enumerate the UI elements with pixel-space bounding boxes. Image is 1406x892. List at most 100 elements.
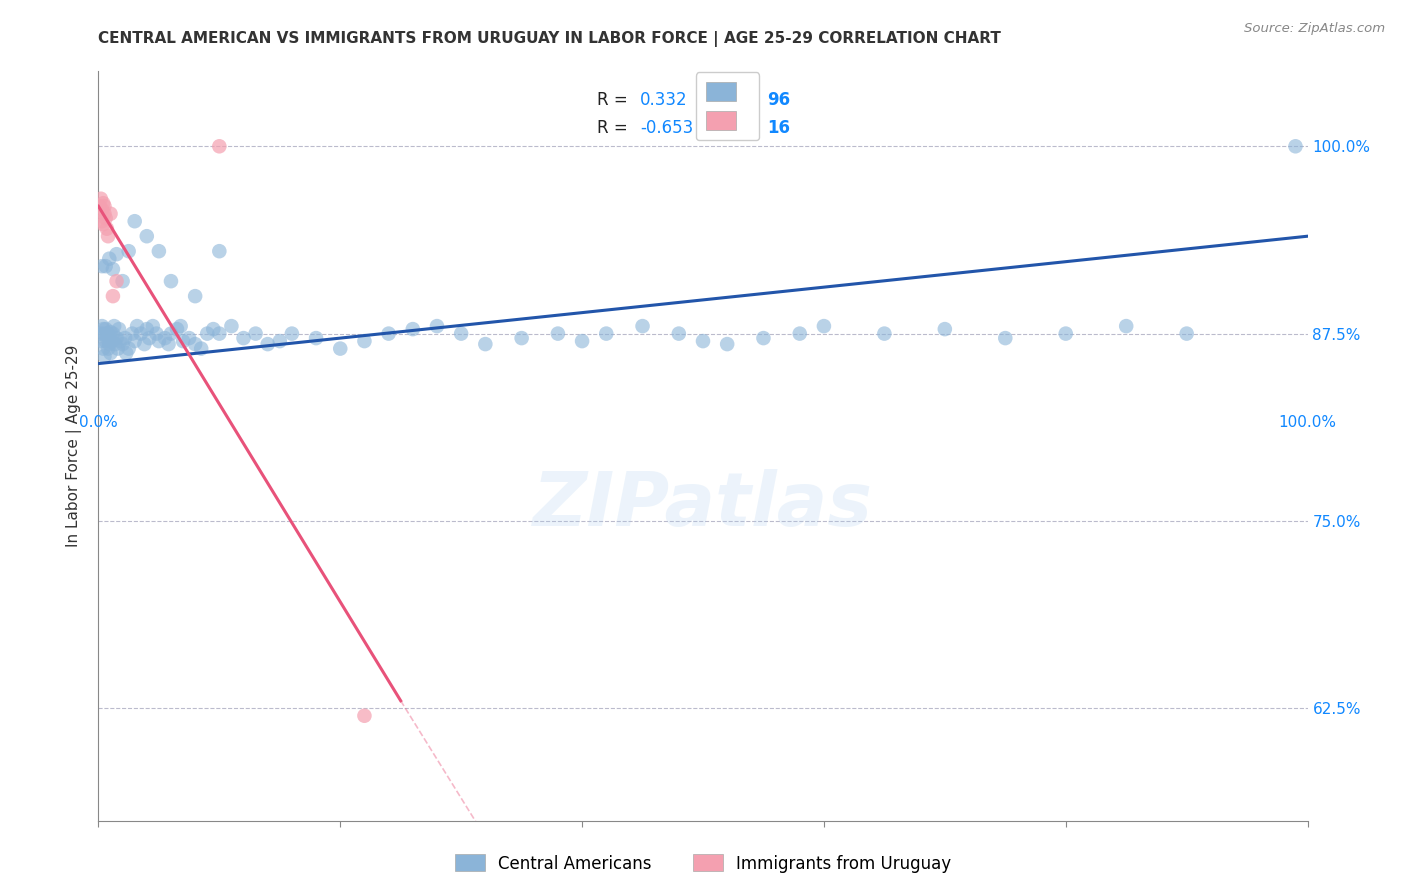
Point: [114, 331, 136, 345]
Point: [160, 326, 183, 341]
Point: [510, 331, 533, 345]
Point: [93, 207, 115, 221]
Point: [108, 322, 131, 336]
Point: [91, 342, 114, 356]
Point: [94, 259, 117, 273]
Point: [127, 319, 149, 334]
Point: [91, 334, 114, 348]
Point: [160, 274, 183, 288]
Point: [221, 319, 243, 334]
Text: R =: R =: [596, 120, 627, 137]
Point: [353, 334, 375, 348]
Point: [450, 326, 472, 341]
Point: [105, 274, 128, 288]
Point: [873, 326, 896, 341]
Point: [994, 331, 1017, 345]
Point: [97, 229, 120, 244]
Point: [98, 252, 121, 266]
Point: [91, 217, 114, 231]
Point: [547, 326, 569, 341]
Point: [124, 214, 146, 228]
Point: [169, 319, 191, 334]
Point: [142, 319, 165, 334]
Text: 96: 96: [768, 91, 790, 109]
Point: [93, 349, 115, 363]
Text: ZIPatlas: ZIPatlas: [533, 469, 873, 542]
Point: [195, 326, 218, 341]
Text: R =: R =: [596, 91, 627, 109]
Point: [101, 289, 124, 303]
Text: 0.332: 0.332: [640, 91, 688, 109]
Text: Source: ZipAtlas.com: Source: ZipAtlas.com: [1244, 22, 1385, 36]
Point: [115, 346, 138, 360]
Point: [91, 214, 114, 228]
Point: [118, 244, 141, 259]
Point: [91, 259, 114, 273]
Point: [98, 331, 121, 345]
Point: [97, 326, 120, 341]
Point: [153, 331, 176, 345]
Point: [256, 337, 278, 351]
Point: [474, 337, 496, 351]
Point: [91, 196, 114, 211]
Point: [934, 322, 956, 336]
Point: [353, 708, 375, 723]
Legend: , : ,: [696, 72, 759, 140]
Point: [138, 331, 160, 345]
Point: [145, 326, 167, 341]
Point: [104, 337, 127, 351]
Point: [103, 319, 125, 334]
Text: CENTRAL AMERICAN VS IMMIGRANTS FROM URUGUAY IN LABOR FORCE | AGE 25-29 CORRELATI: CENTRAL AMERICAN VS IMMIGRANTS FROM URUG…: [98, 31, 1001, 47]
Point: [202, 322, 225, 336]
Point: [329, 342, 352, 356]
Point: [190, 342, 212, 356]
Point: [245, 326, 267, 341]
Point: [752, 331, 775, 345]
Point: [668, 326, 690, 341]
Point: [157, 337, 180, 351]
Point: [100, 346, 122, 360]
Point: [571, 334, 593, 348]
Point: [94, 211, 117, 226]
Point: [184, 337, 207, 351]
Point: [377, 326, 399, 341]
Point: [105, 247, 128, 261]
Legend: Central Americans, Immigrants from Uruguay: Central Americans, Immigrants from Urugu…: [449, 847, 957, 880]
Point: [134, 337, 156, 351]
Point: [90, 192, 112, 206]
Point: [208, 244, 231, 259]
Point: [426, 319, 449, 334]
Text: 0.0%: 0.0%: [79, 415, 118, 430]
Point: [96, 331, 118, 345]
Point: [94, 334, 117, 348]
Point: [101, 262, 124, 277]
Point: [166, 322, 188, 336]
Point: [108, 334, 131, 348]
Point: [93, 199, 115, 213]
Point: [179, 331, 201, 345]
Point: [208, 326, 231, 341]
Point: [1054, 326, 1077, 341]
Text: 100.0%: 100.0%: [1278, 415, 1337, 430]
Point: [98, 337, 121, 351]
Point: [121, 326, 143, 341]
Point: [96, 221, 118, 235]
Point: [93, 326, 115, 341]
Point: [90, 326, 112, 341]
Y-axis label: In Labor Force | Age 25-29: In Labor Force | Age 25-29: [66, 345, 83, 547]
Point: [305, 331, 328, 345]
Point: [124, 334, 146, 348]
Point: [97, 342, 120, 356]
Point: [89, 199, 111, 213]
Point: [129, 326, 152, 341]
Point: [148, 244, 170, 259]
Point: [135, 322, 157, 336]
Point: [232, 331, 254, 345]
Point: [91, 322, 114, 336]
Point: [100, 334, 122, 348]
Text: 16: 16: [768, 120, 790, 137]
Point: [1115, 319, 1137, 334]
Point: [91, 319, 114, 334]
Point: [402, 322, 425, 336]
Text: N =: N =: [725, 91, 758, 109]
